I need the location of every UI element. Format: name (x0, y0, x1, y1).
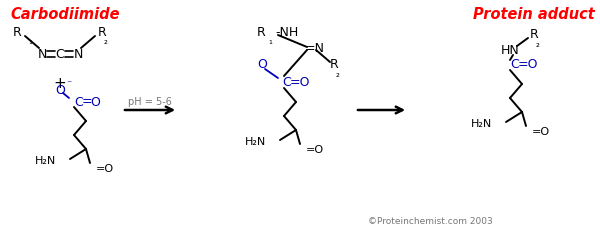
Text: C: C (510, 58, 519, 71)
Text: HN: HN (500, 44, 520, 57)
Text: =O: =O (96, 164, 114, 174)
Text: C: C (56, 48, 64, 60)
Text: =O: =O (290, 76, 311, 88)
Text: Protein adduct: Protein adduct (473, 7, 595, 22)
Text: H₂N: H₂N (471, 119, 492, 129)
Text: R: R (98, 26, 107, 38)
Text: O: O (90, 96, 100, 108)
Text: =O: =O (532, 127, 550, 137)
Text: =O: =O (306, 145, 324, 155)
Text: =: = (82, 96, 92, 108)
Text: =O: =O (518, 58, 539, 71)
Text: R: R (13, 26, 22, 38)
Text: ₂: ₂ (336, 69, 340, 79)
Text: R: R (256, 26, 265, 38)
Text: C: C (74, 96, 83, 108)
Text: ⁻: ⁻ (66, 79, 71, 89)
Text: +: + (53, 76, 67, 92)
Text: pH = 5-6: pH = 5-6 (128, 97, 172, 107)
Text: ₂: ₂ (536, 39, 540, 49)
Text: ₂: ₂ (104, 36, 108, 46)
Text: O: O (55, 84, 65, 96)
Text: O: O (257, 58, 267, 71)
Text: ©Proteinchemist.com 2003: ©Proteinchemist.com 2003 (368, 218, 493, 226)
Text: H₂N: H₂N (35, 156, 56, 166)
Text: Carbodiimide: Carbodiimide (10, 7, 119, 22)
Text: ₁: ₁ (28, 36, 32, 46)
Text: N: N (37, 48, 47, 60)
Text: H₂N: H₂N (245, 137, 266, 147)
Text: C: C (282, 76, 291, 88)
Text: R: R (530, 28, 539, 42)
Text: =N: =N (305, 42, 325, 54)
Text: R: R (330, 58, 339, 71)
Text: N: N (73, 48, 83, 60)
Text: ₁: ₁ (268, 36, 272, 46)
Text: -NH: -NH (275, 26, 298, 38)
